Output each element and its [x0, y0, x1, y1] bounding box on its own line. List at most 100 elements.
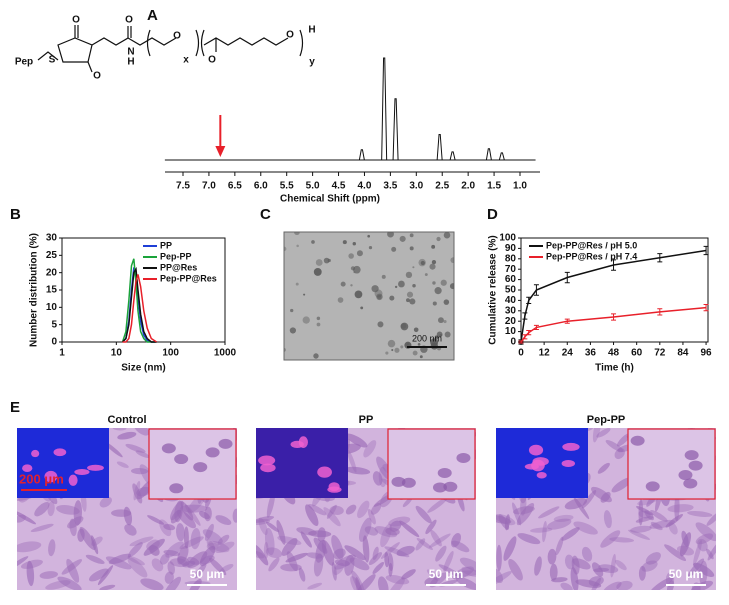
cell — [638, 499, 644, 526]
panel-label: B — [10, 206, 21, 223]
cell — [641, 560, 658, 572]
cell — [159, 519, 172, 537]
zoom-cell — [193, 462, 208, 473]
tem-particle — [371, 285, 379, 293]
cell — [276, 520, 286, 545]
cell — [117, 431, 137, 440]
tem-particle — [406, 291, 414, 298]
cell — [616, 580, 633, 590]
tem-particle — [430, 338, 439, 347]
cell — [425, 519, 437, 535]
y-tick-label: 100 — [499, 233, 516, 244]
cell — [26, 560, 35, 587]
tem-particle — [420, 260, 425, 266]
cell — [600, 530, 621, 548]
cell — [503, 536, 517, 561]
panel-label: C — [260, 206, 271, 223]
peak — [436, 134, 443, 161]
x-tick-label: 24 — [562, 348, 574, 359]
cell — [108, 553, 132, 565]
atom-label: S — [49, 55, 56, 66]
y-tick-label: 20 — [505, 316, 517, 327]
cell — [388, 516, 411, 527]
cell — [124, 524, 137, 536]
nucleus — [258, 455, 276, 466]
cell — [517, 533, 541, 545]
tem-particle — [399, 235, 406, 242]
cell — [530, 527, 553, 533]
error-bar — [703, 245, 709, 256]
cell — [384, 546, 410, 558]
cell — [555, 536, 564, 556]
error-bar — [533, 324, 539, 331]
cell — [345, 504, 357, 515]
x-tick-label: 6.0 — [254, 181, 268, 192]
tem-particle — [413, 327, 419, 333]
tem-particle — [400, 322, 409, 331]
x-tick-label: 3.0 — [409, 181, 423, 192]
cell — [329, 505, 344, 515]
legend-label: PP — [160, 240, 172, 250]
cell — [681, 530, 689, 547]
cell — [609, 537, 635, 543]
cell — [349, 557, 370, 571]
cell — [572, 558, 591, 570]
tem-particle — [394, 285, 398, 289]
tem-particle — [367, 234, 371, 238]
nucleus — [317, 466, 332, 478]
cell — [396, 545, 415, 557]
tem-particle — [385, 351, 389, 355]
cell — [215, 515, 232, 526]
cell — [127, 556, 145, 566]
atom-label: H — [127, 57, 134, 68]
nucleus — [561, 459, 576, 468]
tem-particle — [434, 335, 439, 340]
x-tick-label: 5.5 — [280, 181, 294, 192]
cell — [202, 529, 223, 544]
tem-particle — [284, 347, 286, 352]
tem-particle — [389, 295, 395, 301]
tem-particle — [315, 259, 323, 266]
x-tick-label: 48 — [608, 348, 620, 359]
x-tick-label: 2.0 — [461, 181, 475, 192]
cell — [128, 542, 143, 558]
cell — [56, 504, 80, 515]
tem-particle — [353, 271, 356, 274]
cell — [176, 523, 185, 542]
cell — [129, 536, 154, 547]
cell — [693, 562, 715, 577]
cell — [66, 558, 80, 583]
tem-particle — [316, 316, 321, 321]
cell — [459, 557, 476, 573]
cell — [496, 544, 502, 572]
cell — [357, 574, 376, 590]
cell — [116, 461, 129, 468]
cell — [564, 554, 575, 570]
y-tick-label: 5 — [51, 319, 57, 330]
cell — [180, 501, 194, 521]
cell — [317, 527, 326, 542]
cell — [388, 562, 393, 577]
cell — [208, 540, 230, 553]
cell — [20, 559, 43, 569]
nucleus — [74, 468, 90, 475]
cell — [368, 552, 383, 565]
cell — [61, 559, 83, 575]
cell — [99, 584, 116, 590]
error-bar — [703, 304, 709, 312]
cell — [112, 428, 127, 431]
cell — [438, 564, 461, 577]
atom-label: O — [286, 30, 294, 41]
cell — [650, 521, 663, 531]
cell — [428, 533, 451, 548]
cell — [151, 558, 164, 572]
cell — [377, 576, 389, 590]
cell — [628, 529, 651, 540]
tem-particle — [449, 283, 454, 290]
cell — [384, 551, 390, 568]
cell — [602, 581, 622, 590]
cell — [644, 510, 654, 521]
cell — [615, 559, 627, 571]
cell — [429, 572, 448, 588]
cell — [611, 477, 633, 493]
